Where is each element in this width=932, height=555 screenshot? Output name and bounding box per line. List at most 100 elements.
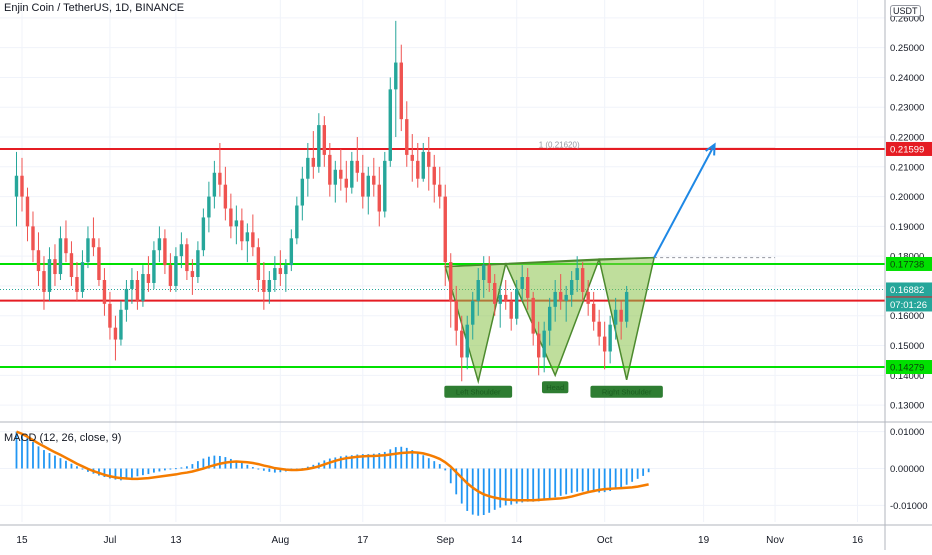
candle-down — [108, 303, 112, 328]
time-tick-label: 17 — [357, 535, 369, 546]
price-tick-label: 0.15000 — [890, 341, 924, 352]
symbol-title: Enjin Coin / TetherUS, 1D, BINANCE — [4, 2, 185, 14]
macd-histogram-bar — [114, 468, 117, 480]
candle-down — [218, 172, 222, 185]
candle-up — [234, 220, 239, 227]
candle-down — [31, 226, 35, 251]
time-tick-label: 19 — [698, 535, 710, 546]
candle-down — [525, 277, 530, 298]
drawing-overlays: 1 (0.21620) Left Shoulder Head Right Should… — [444, 140, 776, 398]
candle-up — [520, 277, 524, 289]
price-tick-label: 0.25000 — [890, 43, 924, 54]
macd-histogram-bar — [350, 455, 353, 469]
price-tick-label: 0.22000 — [890, 133, 924, 144]
horizontal-levels — [0, 147, 885, 369]
macd-histogram-bar — [175, 468, 177, 470]
candle-up — [564, 294, 568, 301]
macd-histogram-bar — [416, 452, 419, 469]
candle-up — [157, 238, 162, 251]
macd-histogram-bar — [449, 468, 452, 484]
price-tick-label: 0.16000 — [890, 311, 924, 322]
macd-histogram-bar — [48, 453, 51, 469]
macd-histogram-bar — [76, 466, 78, 469]
macd-histogram-bar — [196, 461, 199, 469]
candle-up — [124, 288, 129, 310]
support-price-tag — [886, 256, 932, 271]
macd-histogram-bar — [504, 468, 507, 506]
currency-button[interactable]: USDT — [890, 5, 921, 17]
macd-histogram-bar — [466, 468, 469, 511]
macd-histogram-bar — [570, 468, 573, 493]
macd-histogram-bar — [372, 453, 375, 469]
candle-down — [586, 291, 590, 304]
candle-down — [36, 250, 41, 272]
candle-down — [328, 154, 332, 185]
candle-up — [212, 172, 217, 197]
candle-up — [482, 265, 486, 280]
macd-histogram-bar — [592, 468, 595, 493]
candle-up — [14, 175, 19, 197]
candle-down — [75, 277, 79, 292]
candle-down — [454, 300, 458, 331]
macd-histogram-bar — [32, 441, 34, 469]
candle-down — [53, 259, 57, 275]
macd-histogram-bar — [70, 463, 73, 469]
candle-down — [91, 238, 96, 248]
candle-down — [619, 309, 623, 322]
candle-up — [207, 196, 211, 218]
macd-histogram-bar — [411, 450, 414, 469]
left-shoulder-label: Left Shoulder — [456, 388, 501, 397]
candle-down — [504, 294, 508, 301]
macd-histogram-bar — [515, 468, 518, 504]
candle-down — [591, 303, 596, 322]
candle-down — [256, 247, 261, 280]
candle-up — [245, 232, 250, 242]
candle-down — [531, 297, 535, 334]
candle-up — [179, 244, 184, 257]
macd-indicator-title[interactable]: MACD (12, 26, close, 9) — [4, 432, 122, 444]
candle-up — [383, 160, 387, 212]
macd-histogram-bar — [400, 446, 403, 469]
candle-up — [130, 280, 134, 289]
macd-histogram-bar — [614, 468, 617, 490]
candle-up — [553, 291, 557, 307]
macd-histogram-bar — [554, 468, 557, 498]
candle-down — [344, 178, 349, 188]
price-tick-label: 0.13000 — [890, 401, 924, 412]
candle-down — [262, 280, 266, 292]
price-tick-label: 0.19000 — [890, 222, 924, 233]
candle-down — [278, 268, 283, 275]
macd-histogram-bar — [367, 454, 370, 469]
macd-histogram-bar — [493, 468, 496, 510]
macd-histogram-bar — [235, 460, 238, 469]
macd-histogram-bar — [81, 468, 84, 470]
macd-histogram-bar — [185, 466, 188, 469]
macd-tick-label: 0.00000 — [890, 464, 924, 475]
candle-down — [372, 175, 376, 185]
candle-down — [229, 208, 233, 227]
macd-histogram-bar — [169, 468, 172, 470]
candle-down — [135, 280, 140, 301]
macd-histogram-bar — [603, 468, 606, 493]
candle-up — [471, 300, 475, 325]
macd-histogram-bar — [147, 468, 150, 475]
macd-histogram-bar — [581, 468, 584, 492]
macd-histogram-bar — [378, 453, 381, 469]
candle-down — [558, 291, 563, 301]
price-tick-label: 0.14000 — [890, 371, 924, 382]
macd-histogram-bar — [482, 468, 485, 515]
candle-down — [438, 184, 442, 197]
macd-histogram-bar — [15, 431, 18, 469]
candle-down — [602, 336, 607, 352]
macd-histogram-bar — [59, 458, 62, 469]
candle-down — [432, 166, 436, 185]
time-tick-label: Oct — [597, 535, 613, 546]
resistance-price-label: 0.21599 — [890, 144, 924, 155]
candle-up — [569, 280, 574, 295]
macd-histogram-bar — [202, 458, 205, 469]
macd-histogram-bar — [444, 468, 447, 471]
left-shoulder-label-box — [444, 385, 513, 398]
candle-up — [515, 288, 519, 319]
macd-histogram-bar — [229, 458, 232, 469]
